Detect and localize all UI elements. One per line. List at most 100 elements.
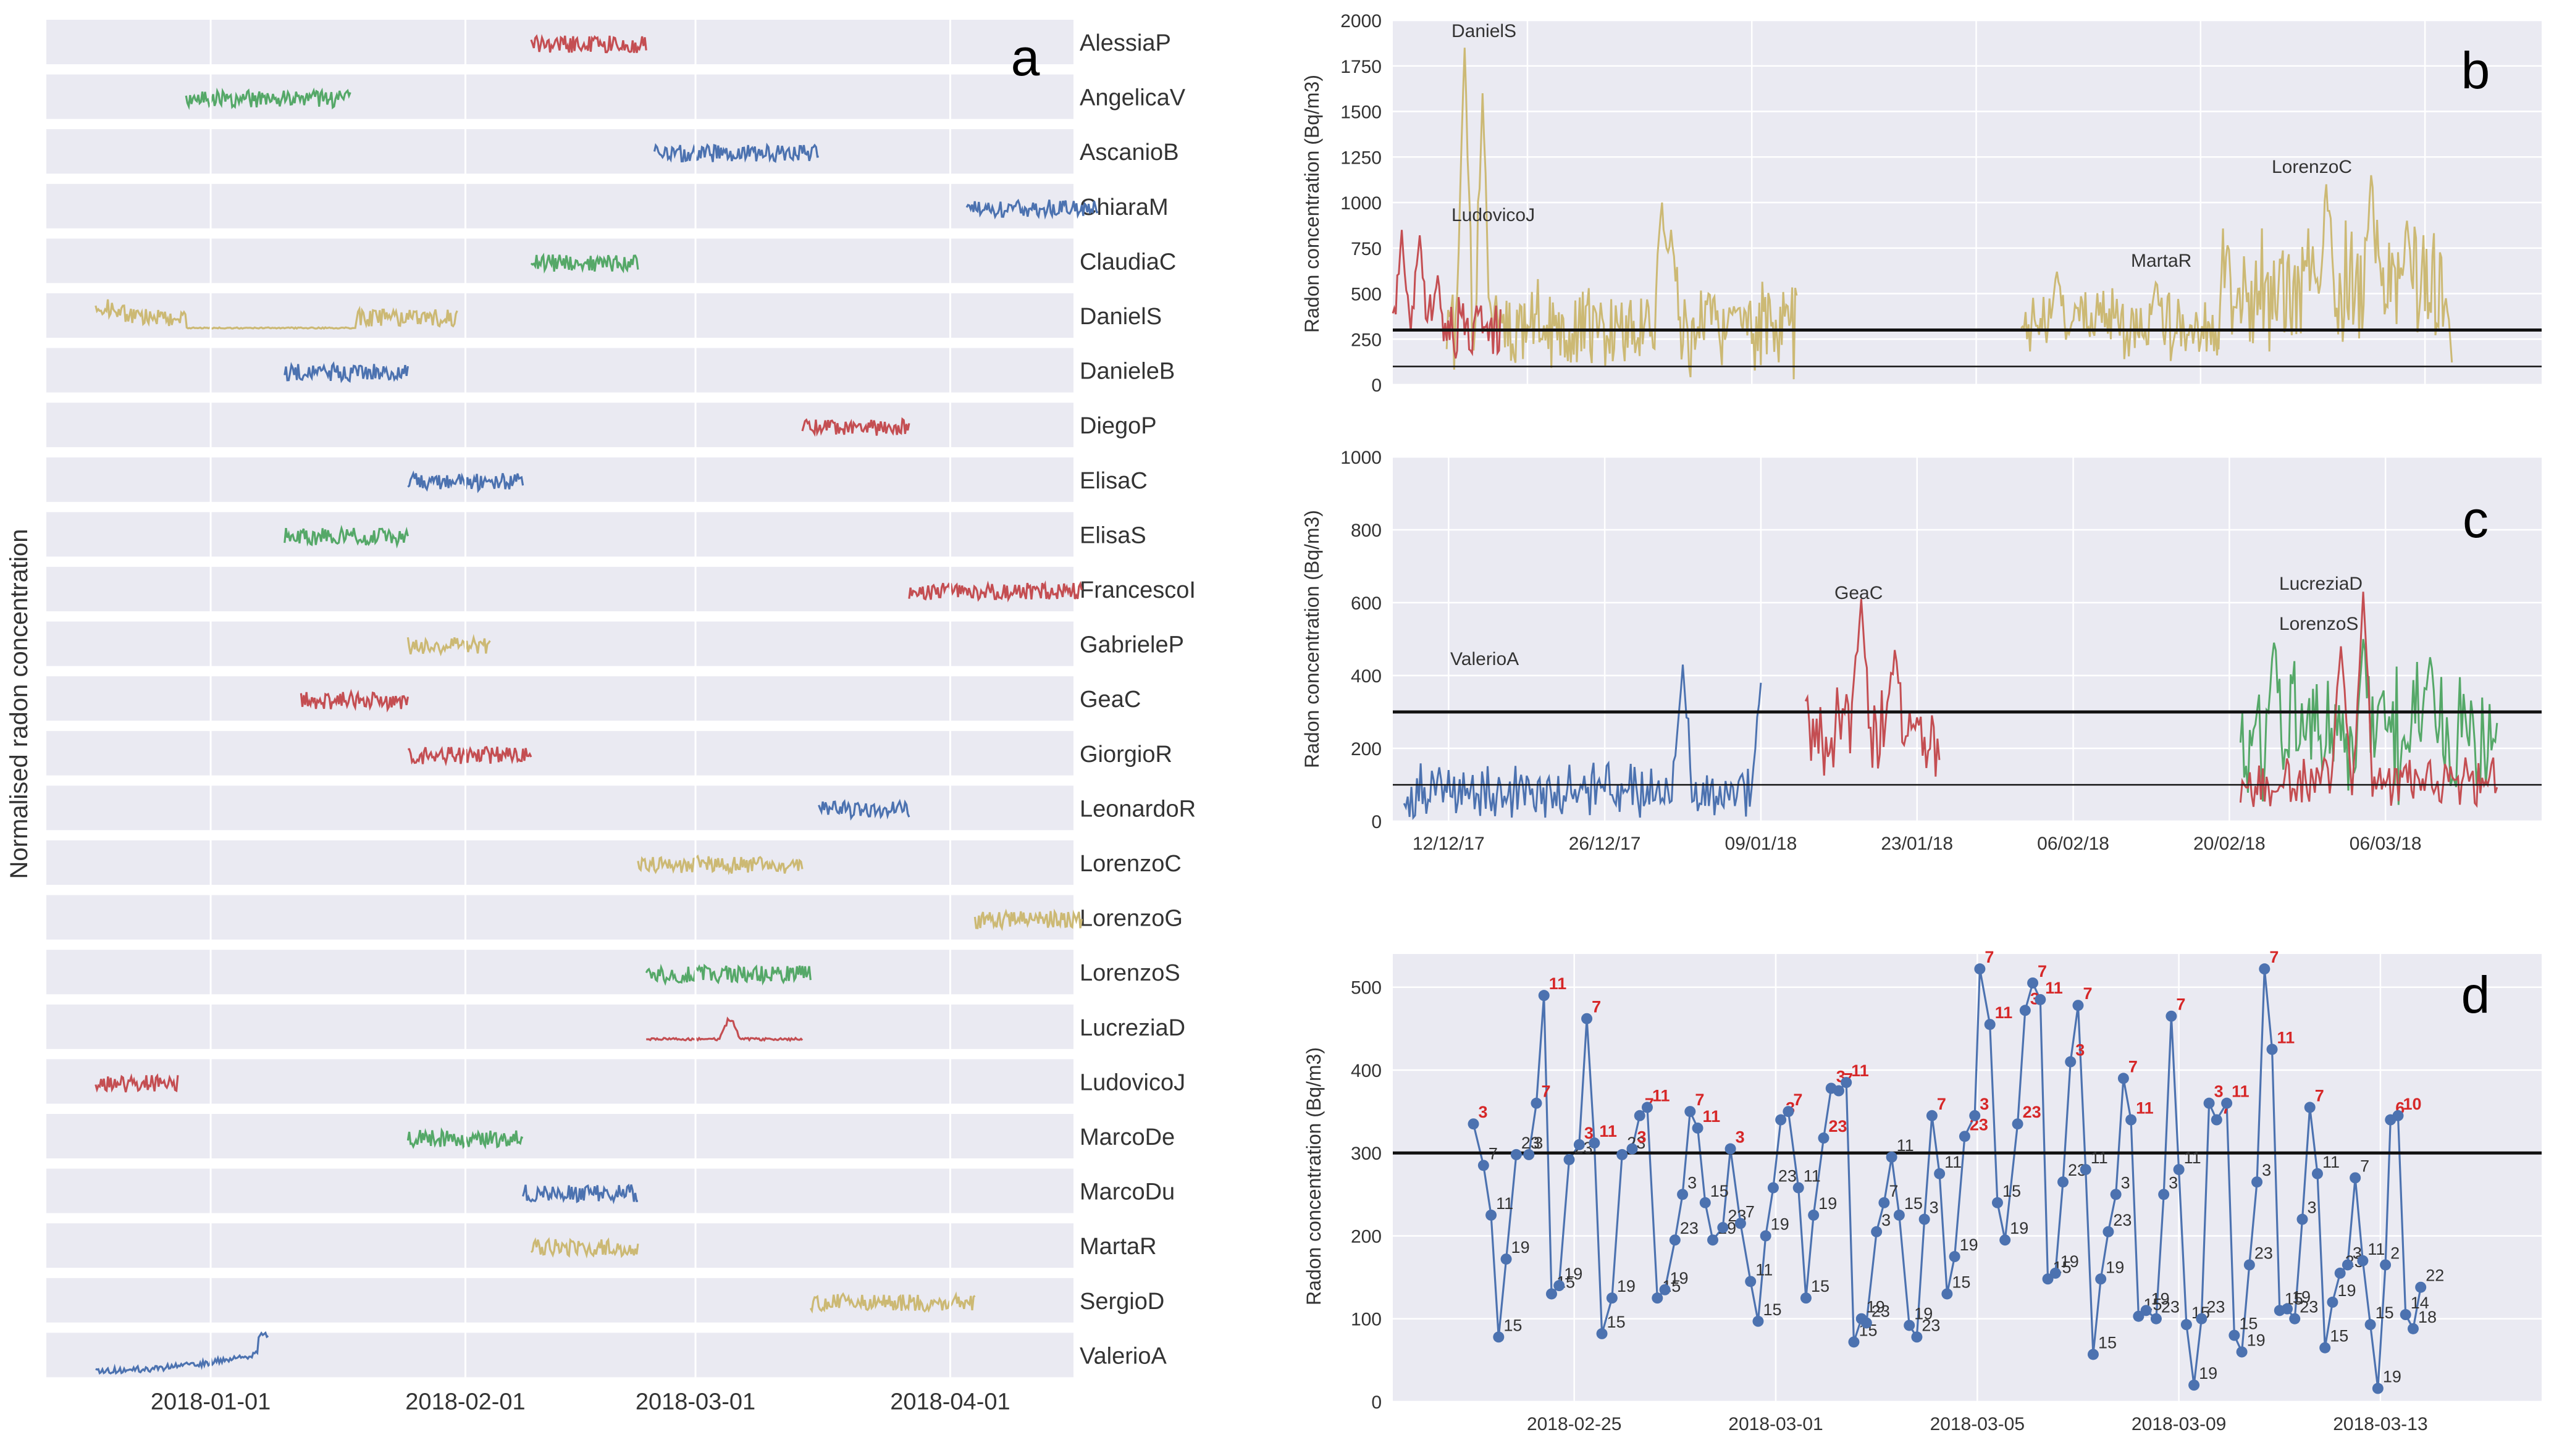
- panel-d-data-point: [1934, 1168, 1946, 1179]
- panel-d-data-point: [2072, 1000, 2084, 1011]
- panel-b-series-annotation: LorenzoC: [2272, 157, 2352, 177]
- panel-b-series-annotation: DanielS: [1451, 21, 1516, 41]
- panel-d-hour-label: 15: [2330, 1327, 2348, 1345]
- panel-a-row-band: [46, 348, 1073, 393]
- panel-d-hour-label: 3: [1881, 1211, 1891, 1229]
- panel-d-hour-label: 11: [1703, 1107, 1721, 1126]
- x-tick-label: 20/02/18: [2193, 834, 2266, 854]
- panel-d-hour-label: 7: [2128, 1057, 2138, 1076]
- panel-d-data-point: [1669, 1234, 1681, 1246]
- panel-a-row-band: [46, 1223, 1073, 1268]
- x-tick-label: 12/12/17: [1413, 834, 1485, 854]
- panel-d-hour-label: 7: [2269, 948, 2279, 966]
- panel-a-row-label: LorenzoC: [1080, 851, 1182, 877]
- y-tick-label: 1750: [1340, 57, 1382, 77]
- panel-d-data-point: [2392, 1110, 2404, 1121]
- panel-d-data-point: [2364, 1319, 2376, 1331]
- panel-d-hour-label: 3: [1980, 1095, 1989, 1113]
- panel-d-data-point: [1949, 1251, 1960, 1263]
- panel-d-hour-label: 15: [2098, 1333, 2117, 1352]
- panel-a-row-label: GiorgioR: [1080, 742, 1172, 768]
- panel-a-series-line: [408, 745, 532, 767]
- panel-d-data-point: [1477, 1160, 1489, 1171]
- panel-a-vgrid: 2018-01-01 2018-02-01 2018-03-01 2018-04-01: [151, 20, 1010, 1415]
- panel-a-row-band: [46, 730, 1073, 776]
- panel-a-row-label: LudovicoJ: [1080, 1069, 1185, 1095]
- panel-d-hour-label: 3: [1930, 1199, 1939, 1217]
- series-line: [1445, 48, 1798, 380]
- panel-c-letter: c: [2463, 490, 2489, 548]
- panel-d-hour-label: 11: [2277, 1028, 2295, 1047]
- panel-a-series-line: [530, 253, 639, 274]
- panel-a-row-band: [46, 840, 1073, 885]
- panel-d-hour-label: 19: [1670, 1269, 1689, 1287]
- panel-c: ValerioA GeaC LucreziaD LorenzoS 0 200 400 600…: [1301, 448, 2542, 854]
- panel-d-hour-label: 19: [1564, 1265, 1582, 1283]
- panel-a-row-label: DanielS: [1080, 304, 1162, 330]
- panel-d-hour-label: 7: [1489, 1144, 1498, 1163]
- panel-a-series-line: [646, 1016, 804, 1042]
- panel-c-series-annotation: GeaC: [1834, 583, 1883, 603]
- panel-d-data-point: [1745, 1276, 1757, 1287]
- panel-d-hour-label: 19: [2247, 1331, 2266, 1349]
- panel-d-data-point: [1717, 1222, 1729, 1234]
- panel-a-row-band: [46, 74, 1073, 119]
- panel-d-hour-label: 19: [2010, 1219, 2028, 1237]
- panel-b-series-annotation: LudovicoJ: [1451, 205, 1535, 225]
- panel-d-data-point: [1926, 1110, 1938, 1121]
- panel-d-hour-label: 7: [1592, 998, 1601, 1016]
- panel-d-data-point: [1752, 1315, 1764, 1327]
- panel-d-data-point: [1974, 963, 1986, 975]
- panel-a-row-band: [46, 895, 1073, 940]
- panel-c-series-annotation: ValerioA: [1450, 649, 1519, 669]
- panel-d-hour-label: 11: [2322, 1153, 2340, 1171]
- panel-d-hour-label: 3: [2214, 1082, 2224, 1101]
- panel-d-data-point: [2080, 1164, 2091, 1176]
- panel-d-hour-label: 18: [2418, 1308, 2437, 1326]
- panel-d-data-point: [1959, 1131, 1970, 1142]
- panel-d-data-point: [2012, 1118, 2023, 1130]
- panel-d-data-point: [2357, 1255, 2369, 1266]
- panel-d-hour-label: 11: [1496, 1194, 1513, 1213]
- panel-d-hour-label: 2: [2390, 1244, 2400, 1262]
- panel-d-data-point: [2019, 1005, 2031, 1016]
- panel-d-data-point: [1783, 1106, 1794, 1118]
- panel-d-hour-label: 11: [2091, 1148, 2108, 1167]
- series-line: [2217, 175, 2453, 363]
- panel-d-hour-label: 19: [1914, 1304, 1933, 1323]
- panel-d-data-point: [2027, 977, 2039, 989]
- panel-d-hour-label: 15: [2002, 1182, 2021, 1200]
- panel-d-data-point: [1468, 1118, 1479, 1130]
- panel-a-series-line: [406, 634, 491, 657]
- x-tick-label: 26/12/17: [1569, 834, 1641, 854]
- panel-d-data-point: [1493, 1331, 1505, 1343]
- panel-d-data-point: [1707, 1234, 1719, 1246]
- panel-d-data-point: [2282, 1303, 2293, 1315]
- panel-d-hour-label: 19: [1771, 1215, 1789, 1233]
- panel-d-data-point: [1775, 1114, 1787, 1126]
- panel-d-data-point: [1500, 1253, 1512, 1265]
- panel-d-data-point: [2211, 1114, 2222, 1126]
- panel-b-y-axis-label: Radon concentration (Bq/m3): [1301, 75, 1323, 333]
- panel-d-hour-label: 3: [2121, 1173, 2130, 1192]
- panel-d-hour-label: 11: [1652, 1086, 1670, 1105]
- panel-a-series-line: [284, 361, 409, 383]
- panel-d-hour-label: 15: [1763, 1300, 1781, 1319]
- panel-d-data-point: [2203, 1097, 2215, 1109]
- panel-d-data-point: [2035, 994, 2046, 1005]
- panel-d-data-point: [2158, 1189, 2170, 1200]
- panel-d-data-point: [1841, 1077, 1852, 1089]
- y-tick-label: 100: [1351, 1310, 1382, 1330]
- panel-d-data-point: [2173, 1164, 2185, 1176]
- panel-d-hour-label: 11: [1804, 1167, 1821, 1186]
- panel-d-hour-label: 7: [1745, 1202, 1755, 1221]
- panel-d-data-point: [1589, 1137, 1600, 1149]
- panel-d-data-point: [2296, 1213, 2308, 1225]
- series-line: [1403, 664, 1762, 820]
- panel-a-series-line: [637, 854, 804, 876]
- y-tick-label: 600: [1351, 593, 1382, 614]
- panel-a-x-tick-label: 2018-03-01: [636, 1389, 755, 1415]
- panel-d-data-point: [1878, 1197, 1890, 1208]
- panel-d-data-point: [2380, 1259, 2392, 1271]
